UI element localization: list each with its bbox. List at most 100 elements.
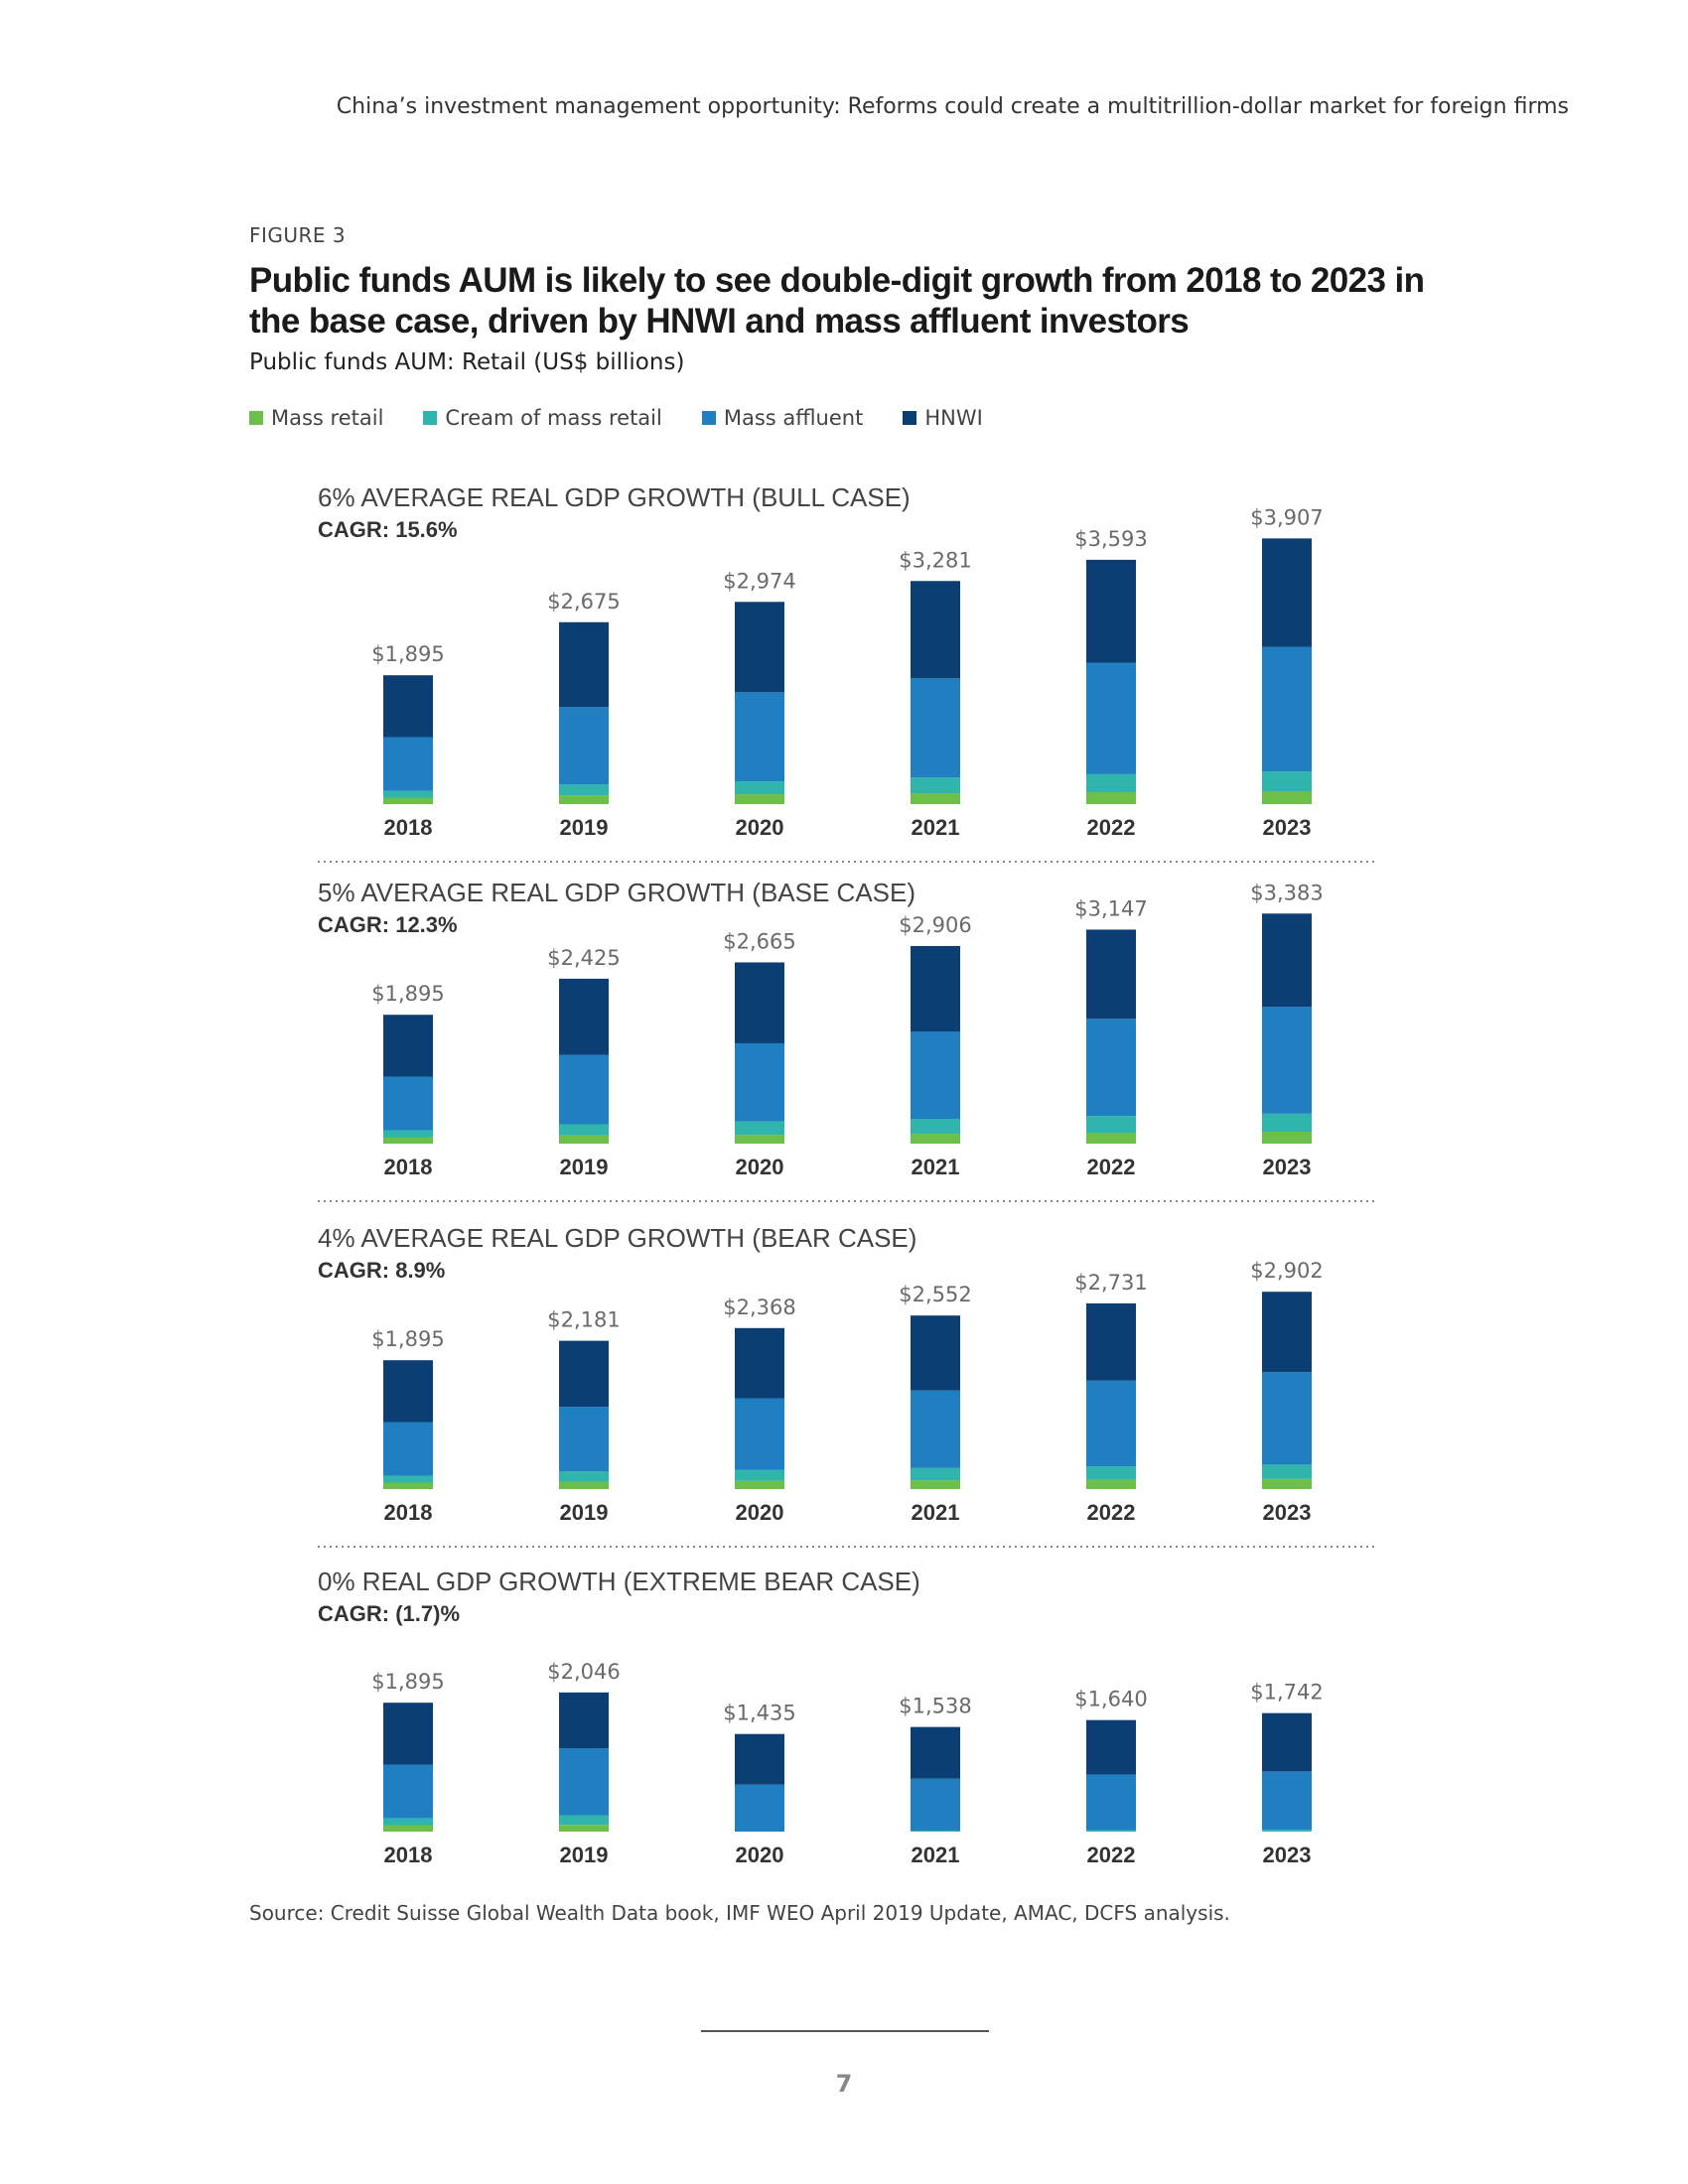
- legend-swatch-cream-of-mass-retail: [423, 411, 438, 425]
- bar-segment-bull-2018-hnwi: [383, 675, 433, 738]
- bar-segment-bull-2021-cream-of-mass-retail: [911, 777, 960, 794]
- x-tick-base-2019: 2019: [560, 1155, 609, 1179]
- chart-title-bull: 6% AVERAGE REAL GDP GROWTH (BULL CASE): [318, 482, 911, 512]
- chart-title-extreme-bear: 0% REAL GDP GROWTH (EXTREME BEAR CASE): [318, 1567, 920, 1596]
- bar-segment-bull-2018-cream-of-mass-retail: [383, 790, 433, 798]
- bar-segment-bull-2018-mass-retail: [383, 797, 433, 804]
- figure-title: Public funds AUM is likely to see double…: [249, 261, 1425, 341]
- bar-segment-bear-2022-hnwi: [1086, 1302, 1136, 1381]
- footer-divider: [701, 2030, 989, 2032]
- total-label-bull-2019: $2,675: [547, 590, 620, 614]
- bar-segment-base-2019-cream-of-mass-retail: [559, 1124, 609, 1136]
- x-tick-bear-2021: 2021: [912, 1500, 960, 1525]
- chart-title-base: 5% AVERAGE REAL GDP GROWTH (BASE CASE): [318, 878, 915, 907]
- bar-segment-base-2021-cream-of-mass-retail: [911, 1118, 960, 1135]
- total-label-extreme-bear-2023: $1,742: [1250, 1681, 1323, 1705]
- total-label-extreme-bear-2019: $2,046: [547, 1660, 620, 1684]
- bar-segment-bull-2021-mass-affluent: [911, 678, 960, 778]
- bar-segment-bear-2020-hnwi: [735, 1327, 784, 1399]
- bar-segment-bear-2018-hnwi: [383, 1360, 433, 1423]
- bar-segment-extreme-bear-2021-hnwi: [911, 1726, 960, 1779]
- bar-segment-extreme-bear-2019-mass-retail: [559, 1825, 609, 1832]
- bar-segment-bull-2023-hnwi: [1262, 538, 1312, 647]
- total-label-bear-2023: $2,902: [1250, 1259, 1323, 1283]
- bar-segment-bear-2022-mass-affluent: [1086, 1380, 1136, 1467]
- bar-segment-extreme-bear-2019-hnwi: [559, 1692, 609, 1749]
- figure-label: FIGURE 3: [249, 223, 347, 247]
- total-label-bull-2018: $1,895: [371, 642, 444, 666]
- x-tick-bear-2019: 2019: [560, 1500, 609, 1525]
- x-tick-bull-2021: 2021: [912, 815, 960, 840]
- bar-segment-base-2023-mass-retail: [1262, 1132, 1312, 1144]
- page-number: 7: [835, 2070, 853, 2098]
- bar-segment-base-2021-mass-retail: [911, 1134, 960, 1144]
- bar-segment-bear-2018-cream-of-mass-retail: [383, 1475, 433, 1483]
- bar-segment-bear-2019-cream-of-mass-retail: [559, 1471, 609, 1482]
- bar-segment-base-2020-mass-retail: [735, 1135, 784, 1144]
- legend-item-cream-of-mass-retail: Cream of mass retail: [423, 406, 662, 430]
- bar-segment-bull-2022-cream-of-mass-retail: [1086, 773, 1136, 793]
- bar-segment-bear-2021-mass-retail: [911, 1480, 960, 1489]
- bar-segment-base-2022-mass-retail: [1086, 1133, 1136, 1144]
- x-tick-bull-2018: 2018: [384, 815, 433, 840]
- bar-segment-bull-2023-cream-of-mass-retail: [1262, 771, 1312, 791]
- x-tick-bull-2022: 2022: [1087, 815, 1136, 840]
- total-label-base-2021: $2,906: [899, 913, 971, 937]
- bar-segment-extreme-bear-2020-hnwi: [735, 1733, 784, 1785]
- bar-segment-bull-2020-mass-retail: [735, 794, 784, 804]
- bar-segment-extreme-bear-2020-mass-affluent: [735, 1784, 784, 1832]
- bar-segment-base-2018-hnwi: [383, 1015, 433, 1077]
- total-label-base-2018: $1,895: [371, 982, 444, 1006]
- bar-segment-base-2020-cream-of-mass-retail: [735, 1121, 784, 1136]
- bar-segment-bear-2021-cream-of-mass-retail: [911, 1467, 960, 1481]
- total-label-bull-2020: $2,974: [723, 569, 795, 593]
- bar-segment-bull-2019-mass-affluent: [559, 707, 609, 785]
- bar-segment-base-2022-hnwi: [1086, 929, 1136, 1020]
- total-label-extreme-bear-2022: $1,640: [1074, 1688, 1147, 1711]
- bar-segment-bull-2023-mass-affluent: [1262, 646, 1312, 772]
- x-tick-extreme-bear-2021: 2021: [912, 1843, 960, 1867]
- bar-segment-bull-2022-hnwi: [1086, 559, 1136, 663]
- bar-segment-bear-2021-hnwi: [911, 1315, 960, 1391]
- legend-swatch-mass-affluent: [701, 411, 716, 425]
- bar-segment-base-2023-mass-affluent: [1262, 1007, 1312, 1114]
- x-tick-base-2018: 2018: [384, 1155, 433, 1179]
- x-tick-base-2022: 2022: [1087, 1155, 1136, 1179]
- bar-segment-extreme-bear-2023-mass-affluent: [1262, 1771, 1312, 1831]
- bar-segment-base-2018-cream-of-mass-retail: [383, 1130, 433, 1138]
- chart-legend: Mass retail Cream of mass retail Mass af…: [249, 406, 1023, 430]
- x-tick-bear-2022: 2022: [1087, 1500, 1136, 1525]
- bar-segment-bear-2022-cream-of-mass-retail: [1086, 1466, 1136, 1480]
- bar-segment-bull-2019-hnwi: [559, 621, 609, 708]
- x-tick-bear-2023: 2023: [1263, 1500, 1312, 1525]
- bar-segment-extreme-bear-2019-mass-affluent: [559, 1748, 609, 1816]
- bar-segment-base-2021-hnwi: [911, 945, 960, 1032]
- legend-label-hnwi: HNWI: [924, 406, 983, 430]
- bar-segment-base-2022-cream-of-mass-retail: [1086, 1116, 1136, 1134]
- total-label-bear-2019: $2,181: [547, 1308, 620, 1332]
- bar-segment-base-2021-mass-affluent: [911, 1031, 960, 1119]
- bar-segment-bear-2019-mass-affluent: [559, 1407, 609, 1472]
- legend-swatch-mass-retail: [249, 411, 263, 425]
- total-label-extreme-bear-2018: $1,895: [371, 1670, 444, 1694]
- bar-segment-bull-2022-mass-affluent: [1086, 662, 1136, 774]
- total-label-base-2020: $2,665: [723, 929, 795, 953]
- bar-segment-bear-2020-mass-retail: [735, 1480, 784, 1489]
- bar-segment-bear-2019-mass-retail: [559, 1481, 609, 1489]
- x-tick-base-2021: 2021: [912, 1155, 960, 1179]
- chart-cagr-extreme-bear: CAGR: (1.7)%: [318, 1601, 460, 1626]
- bar-segment-base-2018-mass-retail: [383, 1137, 433, 1144]
- bar-segment-bull-2022-mass-retail: [1086, 792, 1136, 804]
- bar-segment-bear-2023-hnwi: [1262, 1292, 1312, 1373]
- bar-segment-extreme-bear-2021-mass-affluent: [911, 1778, 960, 1831]
- total-label-bull-2022: $3,593: [1074, 527, 1147, 551]
- bar-segment-extreme-bear-2023-cream-of-mass-retail: [1262, 1830, 1312, 1832]
- bar-segment-bear-2021-mass-affluent: [911, 1390, 960, 1468]
- legend-label-mass-affluent: Mass affluent: [723, 406, 864, 430]
- bar-segment-bull-2021-hnwi: [911, 581, 960, 679]
- bar-segment-base-2023-hnwi: [1262, 913, 1312, 1008]
- figure-subtitle: Public funds AUM: Retail (US$ billions): [249, 349, 685, 375]
- x-tick-bull-2023: 2023: [1263, 815, 1312, 840]
- total-label-bull-2023: $3,907: [1250, 505, 1323, 529]
